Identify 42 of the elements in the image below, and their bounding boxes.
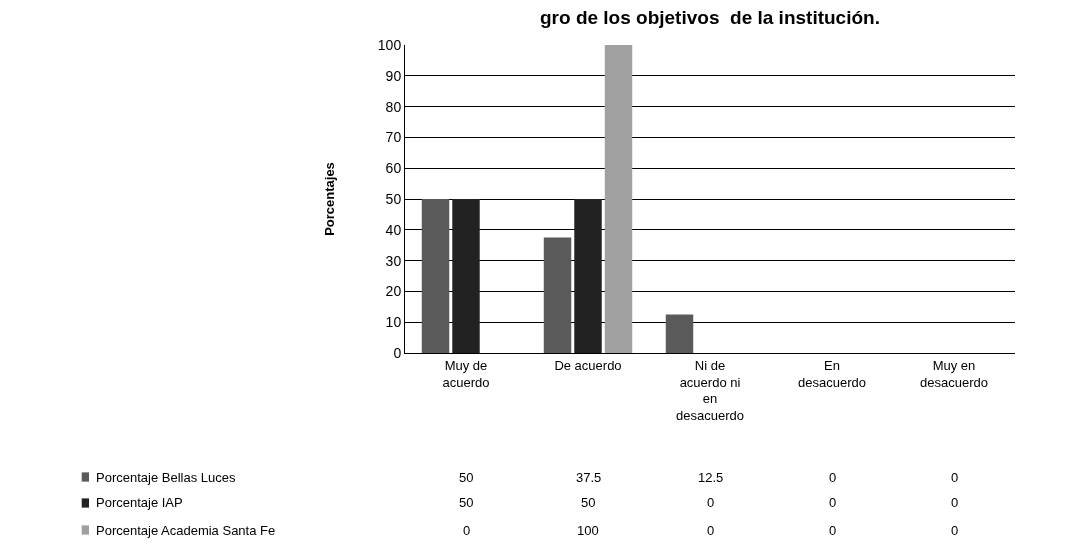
y-tick-label: 50	[385, 190, 402, 207]
data-label: 50	[459, 470, 474, 485]
legend-label: Porcentaje IAP	[96, 495, 183, 510]
bar	[421, 199, 450, 353]
data-label: 0	[951, 495, 959, 510]
legend-label: Porcentaje Academia Santa Fe	[96, 523, 276, 538]
x-tick-label: Muy de acuerdo	[442, 357, 490, 390]
data-label: 0	[951, 470, 959, 485]
data-label: 0	[707, 495, 715, 510]
y-tick-label: 80	[385, 98, 402, 115]
y-axis-title: Porcentajes	[321, 162, 337, 236]
y-tick-label: 70	[385, 129, 402, 146]
y-tick-label: 40	[385, 221, 402, 238]
data-label: 100	[577, 523, 599, 538]
data-label: 0	[829, 523, 837, 538]
data-label: 50	[581, 495, 596, 510]
bar	[665, 314, 694, 353]
x-tick-label: De acuerdo	[554, 357, 622, 373]
legend-label: Porcentaje Bellas Luces	[96, 470, 236, 485]
y-tick-label: 30	[385, 252, 402, 269]
y-tick-label: 90	[385, 67, 402, 84]
y-tick-label: 10	[385, 314, 402, 331]
data-label: 0	[829, 495, 837, 510]
x-tick-label: En desacuerdo	[798, 357, 866, 390]
chart-title: gro de los objetivos de la institución.	[540, 7, 880, 28]
data-label: 0	[951, 523, 959, 538]
data-label: 0	[707, 523, 715, 538]
bar	[543, 237, 572, 353]
bar	[574, 199, 602, 353]
y-tick-label: 100	[377, 36, 402, 53]
bar	[604, 45, 633, 353]
data-label: 12.5	[698, 470, 724, 485]
data-label: 50	[459, 495, 474, 510]
y-tick-label: 60	[385, 160, 402, 177]
bar	[452, 199, 480, 353]
x-tick-label: Muy en desacuerdo	[920, 357, 988, 390]
data-label: 0	[829, 470, 837, 485]
y-tick-label: 20	[385, 283, 402, 300]
data-label: 37.5	[576, 470, 602, 485]
x-tick-label: Ni de acuerdo ni en desacuerdo	[676, 357, 744, 424]
data-label: 0	[463, 523, 471, 538]
y-tick-label: 0	[393, 344, 402, 361]
